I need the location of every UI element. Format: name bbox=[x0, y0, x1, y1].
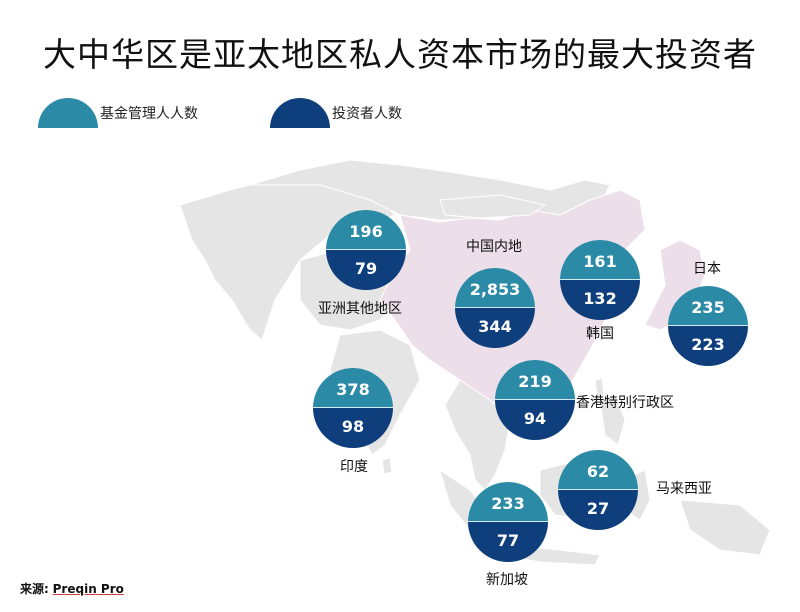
fund-managers-value: 378 bbox=[313, 368, 393, 408]
region-label-japan: 日本 bbox=[693, 261, 721, 277]
fund-managers-value: 62 bbox=[558, 450, 638, 490]
legend-label-investors: 投资者人数 bbox=[332, 106, 402, 122]
source-prefix: 来源: bbox=[20, 582, 49, 596]
fund-managers-value: 196 bbox=[326, 210, 406, 250]
region-label-hong-kong: 香港特别行政区 bbox=[576, 395, 674, 411]
investors-value: 98 bbox=[313, 408, 393, 448]
landmass-philippines bbox=[599, 394, 626, 446]
bubble-mainland-china: 2,853 344 bbox=[455, 268, 535, 348]
bubble-korea: 161 132 bbox=[560, 240, 640, 320]
investors-value: 79 bbox=[326, 250, 406, 290]
landmass-sri-lanka bbox=[381, 457, 393, 475]
investors-value: 132 bbox=[560, 280, 640, 320]
region-label-malaysia: 马来西亚 bbox=[656, 481, 712, 497]
investors-value: 344 bbox=[455, 308, 535, 348]
bubble-hong-kong: 219 94 bbox=[495, 360, 575, 440]
bubble-india: 378 98 bbox=[313, 368, 393, 448]
legend-swatch-fund-managers bbox=[38, 98, 98, 128]
bubble-malaysia: 62 27 bbox=[558, 450, 638, 530]
landmass-taiwan bbox=[594, 377, 605, 398]
legend-investors: 投资者人数 bbox=[270, 98, 402, 128]
region-label-rest-of-asia: 亚洲其他地区 bbox=[318, 301, 402, 317]
region-label-mainland-china: 中国内地 bbox=[466, 239, 522, 255]
fund-managers-value: 2,853 bbox=[455, 268, 535, 308]
legend-fund-managers: 基金管理人人数 bbox=[38, 98, 198, 128]
investors-value: 223 bbox=[668, 326, 748, 366]
region-label-singapore: 新加坡 bbox=[486, 572, 528, 588]
source-note: 来源: Preqin Pro bbox=[20, 580, 124, 597]
region-label-korea: 韩国 bbox=[586, 326, 614, 342]
bubble-rest-of-asia: 196 79 bbox=[326, 210, 406, 290]
investors-value: 94 bbox=[495, 400, 575, 440]
investors-value: 27 bbox=[558, 490, 638, 530]
landmass-new-guinea bbox=[679, 499, 771, 556]
legend-label-fund-managers: 基金管理人人数 bbox=[100, 106, 198, 122]
region-label-india: 印度 bbox=[340, 459, 368, 475]
fund-managers-value: 233 bbox=[468, 482, 548, 522]
bubble-singapore: 233 77 bbox=[468, 482, 548, 562]
page-title: 大中华区是亚太地区私人资本市场的最大投资者 bbox=[43, 35, 757, 74]
investors-value: 77 bbox=[468, 522, 548, 562]
fund-managers-value: 219 bbox=[495, 360, 575, 400]
landmass-mongolia bbox=[439, 194, 547, 219]
source-brand: Preqin Pro bbox=[52, 582, 124, 596]
fund-managers-value: 161 bbox=[560, 240, 640, 280]
legend-swatch-investors bbox=[270, 98, 330, 128]
fund-managers-value: 235 bbox=[668, 286, 748, 326]
bubble-japan: 235 223 bbox=[668, 286, 748, 366]
